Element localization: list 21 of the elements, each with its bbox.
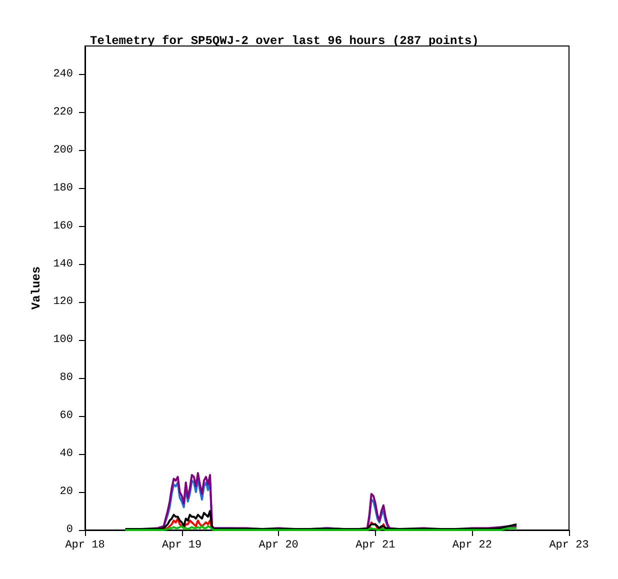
y-tick-label: 240 <box>53 68 73 80</box>
x-tick-label: Apr 19 <box>162 540 202 552</box>
y-tick-label: 200 <box>53 144 73 156</box>
y-tick-label: 220 <box>53 106 73 118</box>
y-tick-label: 100 <box>53 334 73 346</box>
x-tick-label: Apr 20 <box>258 540 298 552</box>
y-tick-label: 0 <box>66 524 73 536</box>
y-axis-title: Values <box>29 266 44 310</box>
y-tick-label: 20 <box>60 486 73 498</box>
y-tick-label: 60 <box>60 410 73 422</box>
x-tick-label: Apr 22 <box>452 540 492 552</box>
y-tick-label: 40 <box>60 448 73 460</box>
y-tick-label: 80 <box>60 372 73 384</box>
x-tick-label: Apr 18 <box>65 540 105 552</box>
x-tick-label: Apr 21 <box>356 540 396 552</box>
x-tick-label: Apr 23 <box>549 540 589 552</box>
y-tick-label: 140 <box>53 258 73 270</box>
y-tick-label: 160 <box>53 220 73 232</box>
y-tick-label: 120 <box>53 296 73 308</box>
y-tick-label: 180 <box>53 182 73 194</box>
chart-title: Telemetry for SP5QWJ-2 over last 96 hours (287 points) <box>90 34 479 48</box>
